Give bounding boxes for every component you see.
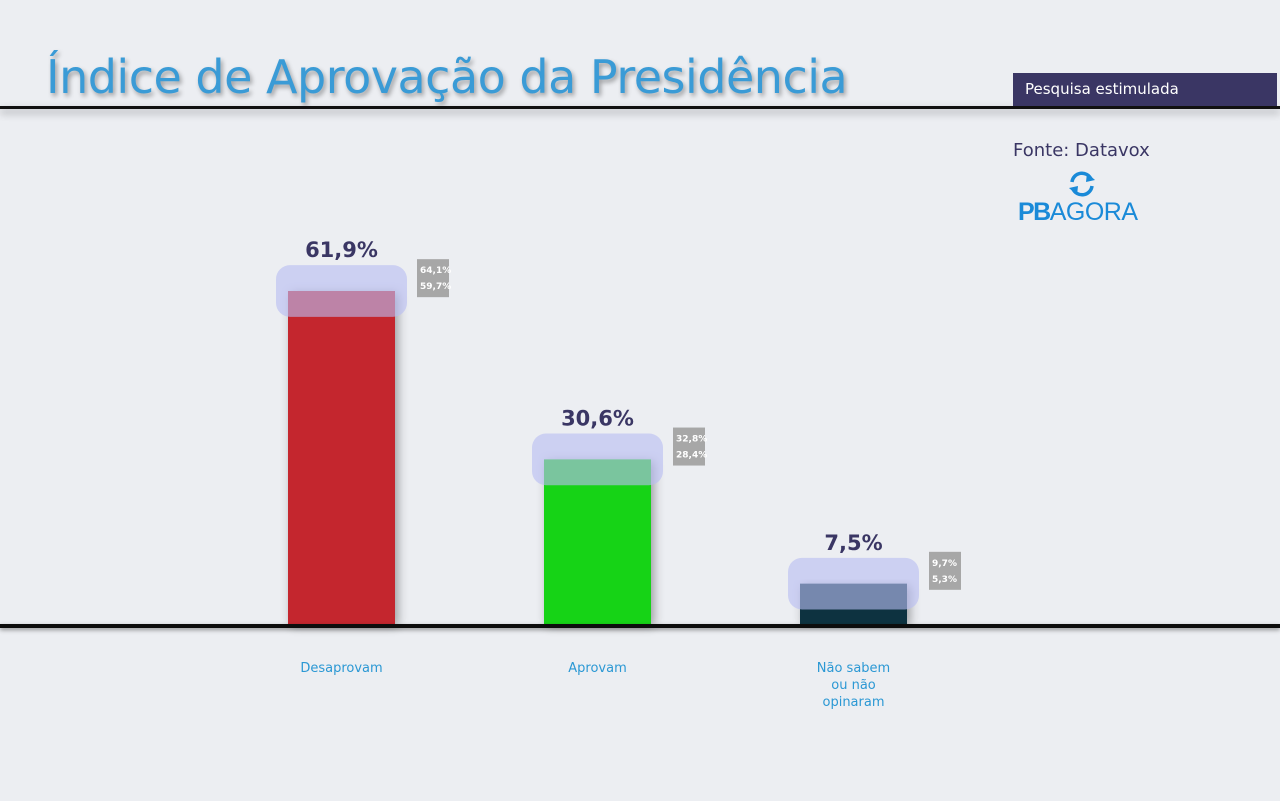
category-label-3-line-3: opinaram <box>823 695 885 710</box>
baseline-axis <box>0 624 1280 628</box>
logo-wordmark: PBAGORA <box>1018 198 1138 227</box>
category-label-3-line-1: Não sabem <box>817 661 890 676</box>
upper-bound-label-2: 32,8% <box>676 435 707 445</box>
lower-bound-label-2: 28,4% <box>676 451 707 461</box>
confidence-band-2 <box>532 433 663 486</box>
refresh-arrows-icon <box>1069 171 1095 197</box>
margin-box-2 <box>673 427 705 466</box>
source-label: Fonte: Datavox <box>1013 140 1150 161</box>
value-label-1: 61,9% <box>305 238 378 262</box>
upper-bound-label-3: 9,7% <box>932 559 957 569</box>
logo-agora: AGORA <box>1049 198 1138 226</box>
category-label-3-line-2: ou não <box>831 678 876 693</box>
margin-box-3 <box>929 551 961 590</box>
bar-2 <box>544 459 651 624</box>
chart-title: Índice de Aprovação da Presidência <box>46 50 848 104</box>
confidence-band-1 <box>276 265 407 317</box>
lower-bound-label-1: 59,7% <box>420 282 451 292</box>
logo-pb: PB <box>1018 198 1051 226</box>
bar-1 <box>288 291 395 624</box>
top-divider <box>0 106 1280 109</box>
upper-bound-label-1: 64,1% <box>420 266 451 276</box>
lower-bound-label-3: 5,3% <box>932 575 957 585</box>
value-label-3: 7,5% <box>824 531 882 555</box>
pbagora-logo: PBAGORA <box>1018 170 1148 227</box>
margin-box-1 <box>417 259 449 298</box>
category-label-2-line-1: Aprovam <box>568 661 626 676</box>
value-label-2: 30,6% <box>561 407 634 431</box>
category-label-1-line-1: Desaprovam <box>300 661 382 676</box>
confidence-band-3 <box>788 557 919 610</box>
survey-type-badge: Pesquisa estimulada <box>1013 73 1277 106</box>
